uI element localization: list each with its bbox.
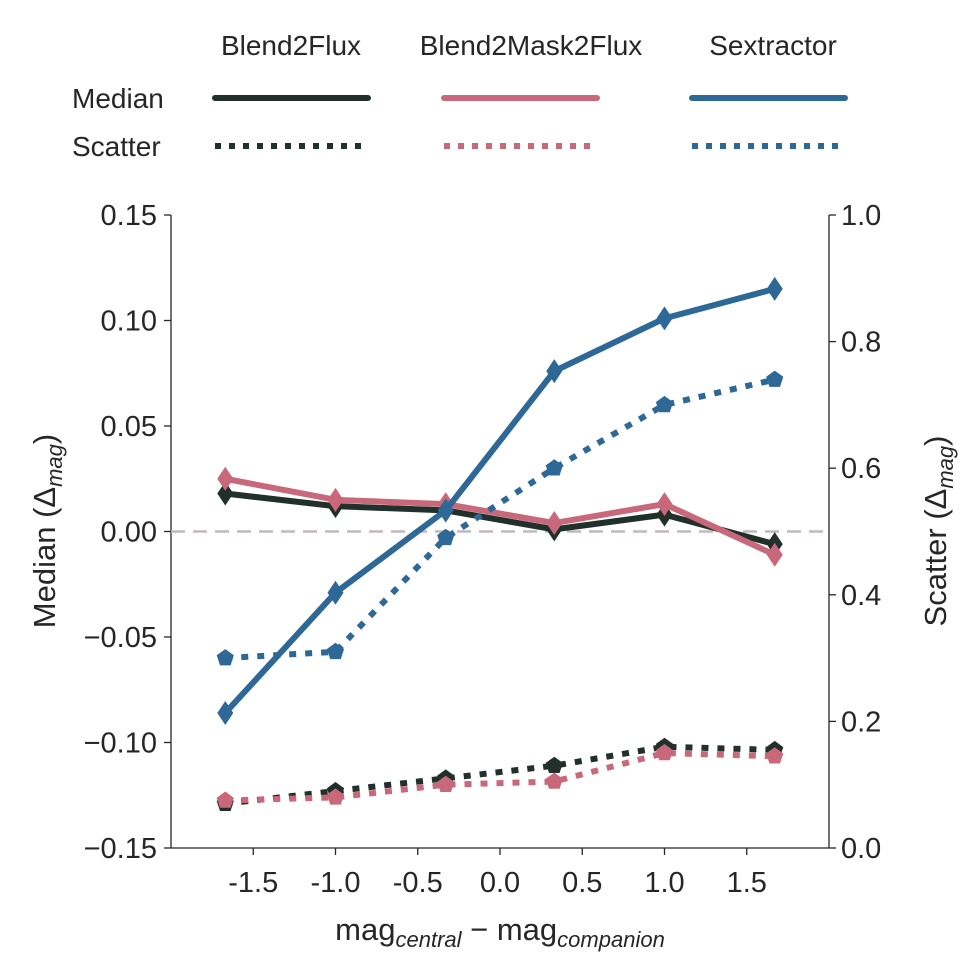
legend-title-0: Blend2Flux — [221, 30, 361, 61]
y-left-axis-label-group: Median (Δmag) — [27, 434, 67, 628]
x-tick-label: 1.5 — [727, 867, 767, 899]
y-right-tick-label: 0.8 — [841, 327, 881, 359]
scatter-point-1 — [437, 775, 455, 792]
x-tick-label: -1.0 — [311, 867, 361, 899]
y-left-tick-label: −0.15 — [84, 833, 157, 865]
median-line-2 — [223, 285, 776, 715]
y-left-tick-label: −0.10 — [84, 728, 157, 760]
scatter-point-1 — [545, 772, 563, 789]
median-line-1 — [224, 475, 776, 558]
scatter-line-1 — [225, 750, 775, 804]
median-point-1 — [327, 487, 344, 512]
legend-row-label-1: Scatter — [72, 131, 161, 162]
y-left-tick-label: −0.05 — [84, 622, 157, 654]
scatter-point-1 — [655, 744, 674, 761]
median-point-1 — [546, 511, 563, 536]
median-line-0 — [224, 490, 776, 548]
y-left-tick-label: 0.00 — [101, 517, 157, 549]
y-right-tick-label: 0.2 — [841, 706, 881, 738]
x-tick-label: 1.0 — [644, 867, 684, 899]
legend-title-2: Sextractor — [709, 30, 837, 61]
median-point-2 — [656, 306, 673, 331]
y-left-tick-label: 0.05 — [101, 411, 157, 443]
y-right-tick-label: 0.0 — [841, 833, 881, 865]
scatter-point-1 — [216, 791, 234, 808]
x-tick-label: -0.5 — [393, 867, 443, 899]
scatter-point-0 — [545, 756, 563, 773]
x-axis-label: magcentral − magcompanion — [335, 912, 665, 952]
median-point-1 — [766, 542, 783, 567]
scatter-point-2 — [766, 370, 784, 387]
median-point-2 — [327, 580, 344, 605]
median-point-2 — [437, 498, 454, 523]
x-tick-label: 0.5 — [562, 867, 602, 899]
scatter-line-0 — [224, 743, 775, 807]
y-right-axis-label-group: Scatter (Δmag) — [918, 436, 958, 627]
y-right-axis-label: Scatter (Δmag) — [918, 436, 958, 627]
median-point-2 — [217, 700, 234, 725]
median-point-2 — [766, 276, 783, 301]
median-point-1 — [656, 492, 673, 517]
legend-row-label-0: Median — [72, 83, 164, 114]
scatter-point-1 — [326, 788, 345, 805]
y-right-tick-label: 0.6 — [841, 453, 881, 485]
median-point-2 — [546, 359, 563, 384]
scatter-point-2 — [545, 459, 563, 476]
y-right-tick-label: 1.0 — [841, 200, 881, 232]
x-tick-label: -1.5 — [228, 867, 278, 899]
x-tick-label: 0.0 — [480, 867, 520, 899]
scatter-point-2 — [326, 642, 345, 660]
scatter-point-2 — [216, 649, 234, 666]
y-left-tick-label: 0.10 — [101, 306, 157, 338]
y-right-tick-label: 0.4 — [841, 580, 881, 612]
scatter-point-1 — [766, 747, 784, 764]
y-left-tick-label: 0.15 — [101, 200, 157, 232]
scatter-point-2 — [655, 395, 674, 413]
scatter-point-2 — [437, 528, 455, 546]
legend-title-1: Blend2Mask2Flux — [420, 30, 643, 61]
y-left-axis-label: Median (Δmag) — [27, 434, 67, 628]
median-point-1 — [217, 466, 234, 491]
median-point-0 — [217, 481, 234, 506]
